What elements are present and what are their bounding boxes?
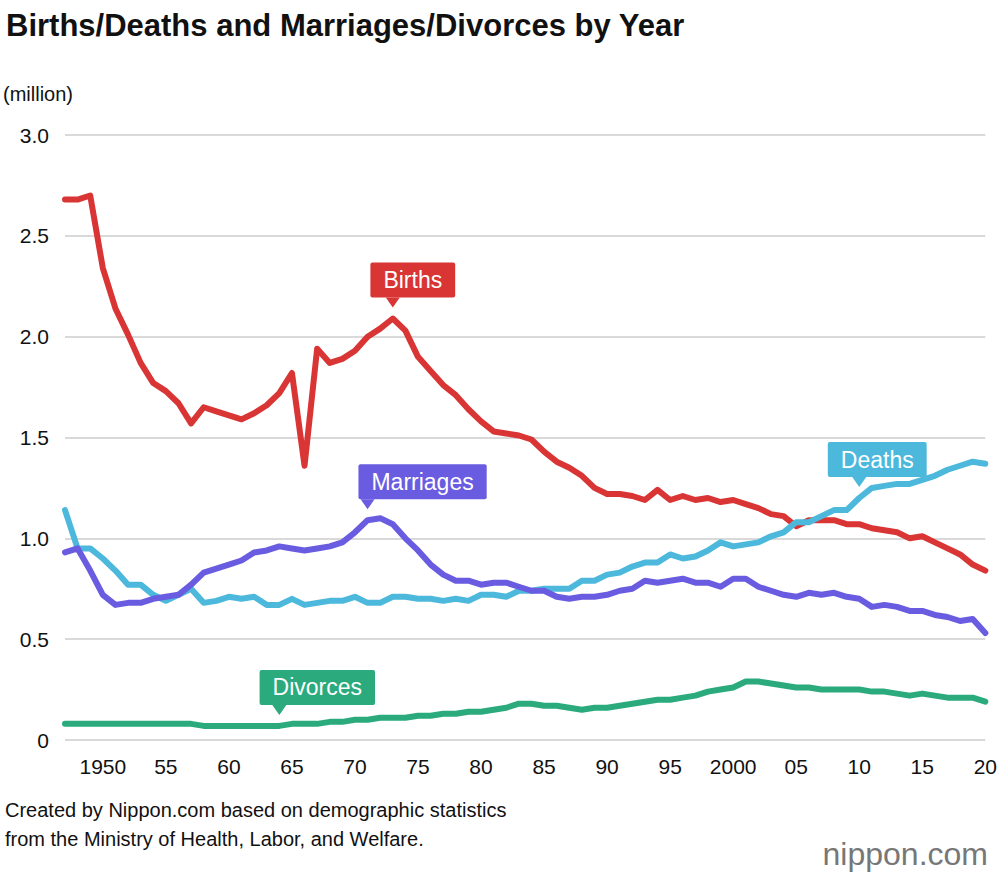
svg-text:15: 15	[911, 755, 934, 778]
svg-text:nippon.com: nippon.com	[823, 836, 988, 872]
svg-text:1.5: 1.5	[20, 426, 49, 449]
svg-text:2.5: 2.5	[20, 224, 49, 247]
svg-text:Marriages: Marriages	[371, 469, 473, 495]
svg-text:Divorces: Divorces	[273, 674, 362, 700]
svg-text:Deaths: Deaths	[841, 447, 914, 473]
svg-text:1950: 1950	[79, 755, 126, 778]
svg-text:3.0: 3.0	[20, 124, 49, 147]
svg-text:90: 90	[595, 755, 618, 778]
svg-text:65: 65	[280, 755, 303, 778]
svg-text:55: 55	[154, 755, 177, 778]
svg-text:0.5: 0.5	[20, 628, 49, 651]
svg-text:10: 10	[848, 755, 871, 778]
svg-text:(million): (million)	[3, 83, 73, 105]
svg-text:85: 85	[532, 755, 555, 778]
svg-text:80: 80	[469, 755, 492, 778]
svg-text:20: 20	[974, 755, 997, 778]
svg-text:from the Ministry of Health, L: from the Ministry of Health, Labor, and …	[5, 828, 424, 850]
svg-text:95: 95	[658, 755, 681, 778]
svg-text:1.0: 1.0	[20, 527, 49, 550]
svg-text:70: 70	[343, 755, 366, 778]
svg-text:75: 75	[406, 755, 429, 778]
svg-text:0: 0	[37, 729, 49, 752]
svg-text:Created by Nippon.com based on: Created by Nippon.com based on demograph…	[5, 799, 506, 821]
svg-text:Births: Births	[383, 267, 442, 293]
svg-text:2.0: 2.0	[20, 325, 49, 348]
svg-text:05: 05	[785, 755, 808, 778]
svg-text:Births/Deaths and Marriages/Di: Births/Deaths and Marriages/Divorces by …	[6, 8, 684, 43]
svg-text:2000: 2000	[710, 755, 757, 778]
svg-text:60: 60	[217, 755, 240, 778]
